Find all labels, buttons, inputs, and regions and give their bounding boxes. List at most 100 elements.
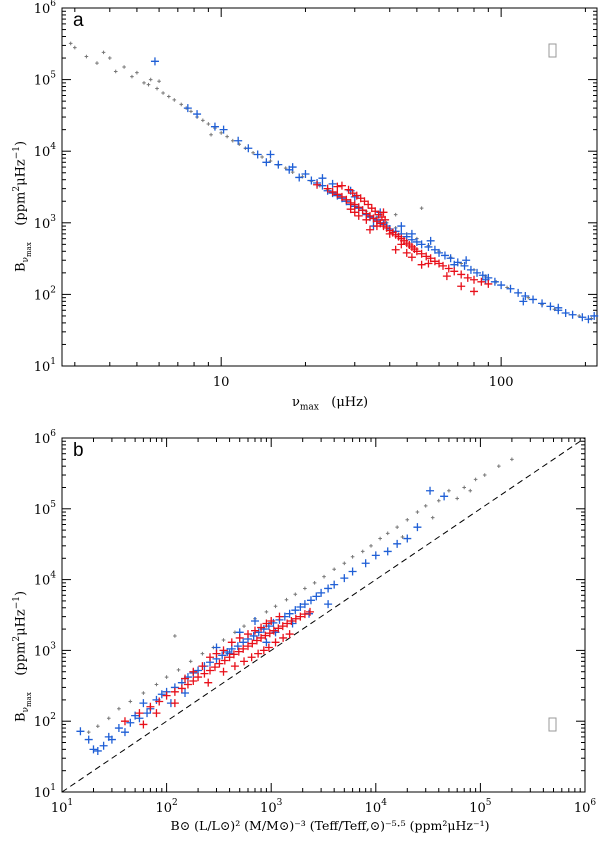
panel-a-point-red [364,200,373,209]
panel-b-point-gray [510,457,514,462]
panel-b-point-red [275,612,284,621]
panel-a-point-red [346,205,355,214]
panel-a-point-gray [230,138,235,143]
panel-b-point-gray [342,561,347,566]
panel-b-point-blue [361,559,370,568]
panel-b-point-blue [114,724,123,733]
panel-b-y-tick-label: 104 [34,571,57,589]
panel-b-ylabel-subsub: max [24,692,33,707]
panel-a-y-tick-label: 104 [34,142,57,160]
panel-a-point-gray [113,69,118,74]
panel-b-point-blue [233,642,242,651]
panel-b-point-red [170,699,179,708]
panel-b-y-tick-label: 105 [34,500,57,518]
panel-b-point-blue [99,741,108,750]
panel-b-point-red [306,607,315,616]
panel-b-point-red [234,647,243,656]
panel-b-point-gray [322,574,326,579]
panel-a-ylabel: Bνmax (ppm2μHz−1) [12,141,33,272]
panel-b-point-blue [426,486,435,495]
panel-a-point-blue [417,240,426,249]
panel-a-point-red [463,273,472,282]
panel-a-point-blue [266,150,275,159]
panel-b-point-gray [264,610,269,614]
panel-a-point-blue [318,174,327,183]
panel-a-y-tick-label: 101 [34,357,56,375]
panel-b-point-gray [173,634,177,638]
panel-b-point-red [235,633,244,642]
panel-b-point-red [206,666,215,675]
panel-a-point-red [372,222,381,231]
panel-a-point-blue [150,57,159,66]
panel-b-point-red [204,678,213,687]
panel-b-point-red [162,691,171,700]
panel-a-ylabel-symbol: B [13,262,29,272]
panel-a-point-gray [225,134,229,139]
panel-a-point-gray [101,50,106,55]
panel-a-point-red [371,207,380,216]
panel-b-reference-line [61,437,586,793]
panel-b-point-blue [340,574,349,583]
panel-a-ylabel-units-mid: μHz [13,159,29,186]
panel-a-point-blue [590,311,599,320]
panel-b-point-gray [96,724,100,728]
panel-a-point-red [328,187,337,196]
panel-b-y-tick-label: 106 [34,429,57,447]
panel-b-point-gray [284,597,289,602]
panel-b-ylabel-units-sup2: −1 [12,595,22,610]
panel-b-point-red [220,656,229,665]
panel-a-point-gray [393,212,398,217]
panel-a-point-red [333,190,342,199]
panel-b-point-red [194,673,203,682]
panel-a-point-red [444,264,453,273]
panel-b-point-gray [303,586,307,591]
panel-b-point-blue [312,592,321,601]
panel-b-point-gray [86,730,91,734]
panel-b-point-gray [332,567,336,572]
panel-a-point-blue [529,295,538,304]
panel-a-point-blue [210,122,219,131]
panel-a-point-red [365,225,374,234]
panel-b-point-gray [415,510,420,514]
panel-b-point-blue [139,699,148,708]
panel-a-point-gray [189,109,193,114]
panel-a-point-blue [578,313,587,322]
panel-b-point-blue [300,600,309,609]
panel-b-point-red [254,649,263,658]
panel-a-point-red [350,208,359,217]
panel-b-point-blue [249,631,258,640]
panel-a-point-gray [157,79,161,83]
panel-a-x-tick-label: 10 [213,375,230,390]
panel-b-point-gray [106,716,111,721]
panel-b-point-blue [89,745,98,754]
panel-b-point-gray [447,488,451,493]
panel-b-point-blue [306,596,315,605]
panel-a-point-gray [84,54,89,59]
panel-b-point-gray [385,531,390,536]
panel-a-point-blue [295,173,304,182]
panel-a-point-blue [244,144,253,153]
panel-b-point-red [210,663,219,672]
panel-a-ylabel-units-sup: 2 [12,185,22,192]
panel-a-xlabel: νmax (μHz) [250,395,410,413]
panel-a-point-gray [155,86,159,91]
panel-a-point-red [337,181,346,190]
panel-b-point-red [264,643,273,652]
panel-a-point-blue [253,150,262,159]
panel-b-point-red [300,610,309,619]
panel-b-point-red [279,633,288,642]
panel-a-point-red [442,272,451,281]
panel-b-point-gray [117,706,121,711]
panel-a-point-gray [167,94,171,99]
panel-a-point-blue [561,308,570,317]
panel-b-ylabel-units-pre: (ppm [13,641,29,676]
panel-b-ylabel-units-mid: μHz [13,609,29,636]
panel-b-point-blue [403,534,412,543]
panel-a-point-blue [262,158,271,167]
panel-b-point-red [262,619,271,628]
panel-a-y-tick-label: 105 [34,71,57,89]
panel-b-point-gray [128,699,133,704]
panel-a-point-blue [234,136,243,145]
panel-a-label: a [73,10,84,31]
panel-b-frame [61,437,586,793]
